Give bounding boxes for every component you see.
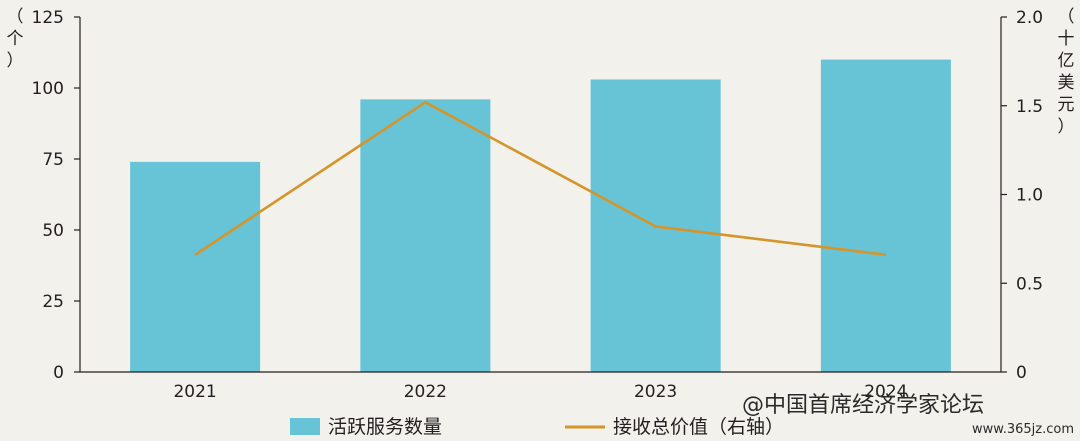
- legend-swatch-bar: [290, 418, 320, 435]
- left-tick-label: 0: [53, 363, 64, 383]
- x-tick-label: 2024: [864, 382, 907, 402]
- right-tick-label: 0.5: [1016, 274, 1043, 294]
- bar-2024: [820, 59, 951, 372]
- x-axis-ticks: 2021 2022 2023 2024: [173, 382, 907, 402]
- right-tick-label: 1.0: [1016, 186, 1043, 206]
- left-tick-label: 50: [42, 221, 64, 241]
- bar-2022: [360, 99, 491, 373]
- left-tick-label: 100: [32, 79, 64, 99]
- right-axis-unit: ）: [1058, 117, 1075, 137]
- bar-series: [130, 59, 951, 373]
- x-tick-label: 2021: [173, 382, 216, 402]
- watermark-text: @中国首席经济学家论坛: [742, 393, 984, 418]
- left-axis-unit: 个: [7, 29, 24, 49]
- x-tick-label: 2023: [634, 382, 677, 402]
- left-axis-unit: （: [7, 7, 24, 27]
- left-tick-label: 25: [42, 292, 64, 312]
- x-tick-label: 2022: [404, 382, 447, 402]
- right-axis-unit: 元: [1058, 95, 1075, 115]
- left-tick-label: 75: [42, 150, 64, 170]
- right-axis-unit: 亿: [1058, 51, 1075, 71]
- right-tick-label: 1.5: [1016, 97, 1043, 117]
- legend-label-line: 接收总价值（右轴）: [613, 416, 784, 438]
- right-axis-ticks: 0 0.5 1.0 1.5 2.0: [1001, 8, 1043, 383]
- right-axis-unit: 十: [1058, 29, 1075, 49]
- right-axis-unit: （: [1058, 7, 1075, 27]
- watermark: @中国首席经济学家论坛 www.365jz.com: [742, 393, 1074, 437]
- right-axis-unit: 美: [1058, 73, 1075, 93]
- bar-2021: [130, 161, 261, 372]
- line-series-path: [194, 100, 887, 257]
- legend-label-bar: 活跃服务数量: [328, 416, 442, 438]
- right-tick-label: 2.0: [1016, 8, 1043, 28]
- axis-lines: [79, 17, 1002, 373]
- line-series: [194, 100, 887, 257]
- watermark-url: www.365jz.com: [972, 422, 1074, 437]
- left-axis-ticks: 0 25 50 75 100 125: [32, 8, 80, 383]
- left-axis-unit: ）: [7, 51, 24, 71]
- left-tick-label: 125: [32, 8, 64, 28]
- legend: 活跃服务数量 接收总价值（右轴）: [290, 416, 784, 438]
- right-tick-label: 0: [1016, 363, 1027, 383]
